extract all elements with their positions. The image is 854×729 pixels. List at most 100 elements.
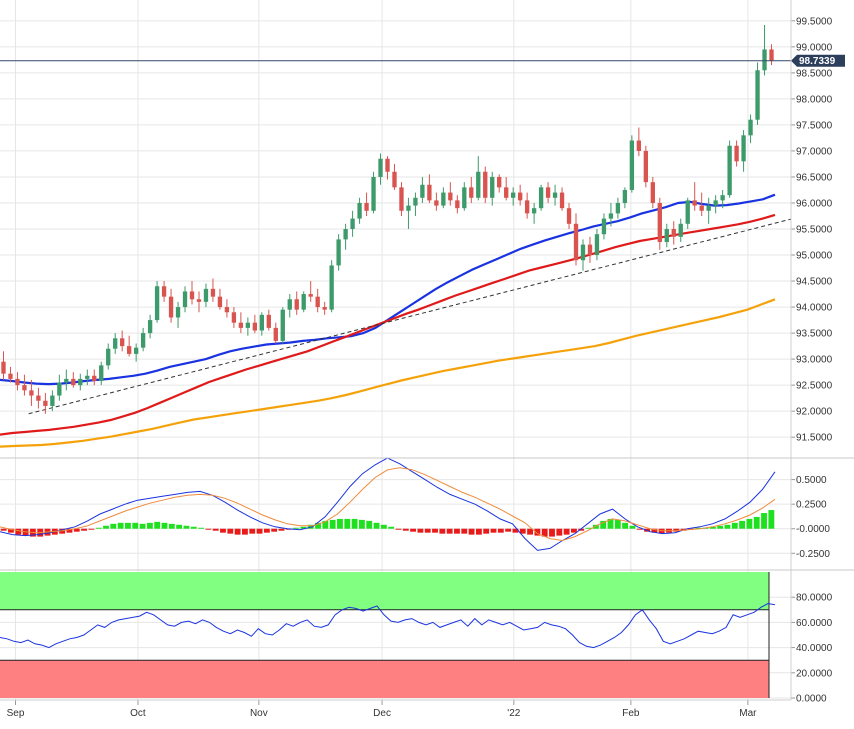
candle-body <box>8 373 13 379</box>
macd-histogram-bar <box>117 522 124 529</box>
price-tick-label: 98.0000 <box>796 94 833 105</box>
candle-body <box>64 378 69 383</box>
macd-histogram-bar <box>256 528 263 534</box>
moving-averages <box>0 193 776 448</box>
candle-body <box>113 338 118 349</box>
candle-body <box>755 70 760 120</box>
candle-body <box>231 312 237 323</box>
candle-body <box>364 202 369 211</box>
trendline <box>28 218 792 415</box>
macd-histogram-bar <box>622 522 629 529</box>
candle-body <box>120 338 125 347</box>
candle-body <box>545 187 551 198</box>
candle-body <box>608 213 614 219</box>
macd-histogram-bar <box>746 518 753 529</box>
candle-body <box>238 322 244 328</box>
x-tick-label: Feb <box>622 708 640 719</box>
macd-histogram-bar <box>549 528 555 537</box>
candle-body <box>301 294 306 310</box>
candle-body <box>36 395 41 401</box>
candle-body <box>1 361 6 374</box>
macd-histogram-bar <box>761 513 767 529</box>
candle-body <box>78 378 83 386</box>
macd-histogram-bar <box>614 519 621 529</box>
macd-histogram-bar <box>380 524 387 529</box>
rsi-line <box>0 602 776 649</box>
x-tick-label: Sep <box>7 708 25 719</box>
rsi-axis: 0.0000 20.0000 40.0000 60.0000 80.0000 <box>791 593 833 705</box>
macd-histogram-bar <box>739 520 746 529</box>
candle-body <box>448 192 453 201</box>
candle-body <box>559 192 565 209</box>
candle-body <box>161 286 167 297</box>
macd-histogram-bar <box>768 510 775 529</box>
candle-body <box>273 327 278 341</box>
candle-body <box>769 49 774 61</box>
candle-body <box>245 322 251 328</box>
candle-body <box>427 184 432 201</box>
candle-body <box>657 202 662 243</box>
macd-histogram-bar <box>73 528 80 532</box>
macd-histogram-bar <box>315 522 321 529</box>
macd-histogram-bar <box>446 528 453 534</box>
candle-body <box>22 385 27 391</box>
candle-body <box>280 309 285 341</box>
candle-body <box>524 200 530 214</box>
candle-body <box>92 375 97 381</box>
macd-histogram-bar <box>541 528 548 537</box>
candle-body <box>462 187 467 209</box>
macd-tick-label: -0.2500 <box>796 549 830 560</box>
macd-histogram-bar <box>344 518 351 529</box>
candle-body <box>147 320 153 334</box>
macd-histogram-bar <box>146 522 153 529</box>
macd-histogram-bar <box>300 526 307 529</box>
macd-histogram-bar <box>88 528 95 530</box>
candle-body <box>748 119 753 136</box>
candle-body <box>308 294 313 297</box>
candle-body <box>406 205 411 211</box>
overbought-zone <box>0 572 769 610</box>
macd-histogram-bar <box>731 522 738 529</box>
macd-histogram-bar <box>512 528 519 533</box>
macd-histogram-bar <box>154 521 161 529</box>
candle-body <box>706 205 711 211</box>
candle-body <box>636 140 642 151</box>
candle-body <box>573 223 579 261</box>
candle-body <box>85 375 90 379</box>
macd-histogram-bar <box>724 524 731 529</box>
candle-body <box>441 192 446 206</box>
macd-histogram-bar <box>461 528 468 534</box>
candle-body <box>455 200 460 209</box>
price-tick-label: 92.5000 <box>796 381 833 392</box>
x-tick-label: Mar <box>739 708 757 719</box>
macd-histogram-bar <box>636 528 643 530</box>
x-tick-label: '22 <box>507 708 520 719</box>
candle-body <box>217 296 223 308</box>
macd-histogram-bar <box>168 523 175 529</box>
price-tick-label: 94.0000 <box>796 303 833 314</box>
candle-body <box>664 229 669 243</box>
macd-histogram-bar <box>658 528 665 534</box>
macd-tick-label: 0.2500 <box>796 500 827 511</box>
candle-body <box>413 197 418 206</box>
macd-histogram-bar <box>424 528 431 533</box>
macd-tick-label: 0.5000 <box>796 475 827 486</box>
candle-body <box>371 176 376 211</box>
oversold-zone <box>0 660 769 698</box>
candle-body <box>629 140 635 190</box>
price-tick-label: 95.0000 <box>796 251 833 262</box>
rsi-tick-label: 80.0000 <box>796 593 833 604</box>
candle-body <box>224 307 230 313</box>
rsi-tick-label: 60.0000 <box>796 618 833 629</box>
candle-body <box>504 187 509 198</box>
macd-histogram-bar <box>366 520 373 529</box>
rsi-zones <box>0 572 770 698</box>
macd-histogram-bar <box>373 522 380 529</box>
price-tick-label: 96.5000 <box>796 172 833 183</box>
price-tick-label: 95.5000 <box>796 225 833 236</box>
candle-body <box>566 208 572 224</box>
price-tick-label: 93.5000 <box>796 329 833 340</box>
candle-body <box>531 208 537 214</box>
candlesticks <box>1 24 774 414</box>
